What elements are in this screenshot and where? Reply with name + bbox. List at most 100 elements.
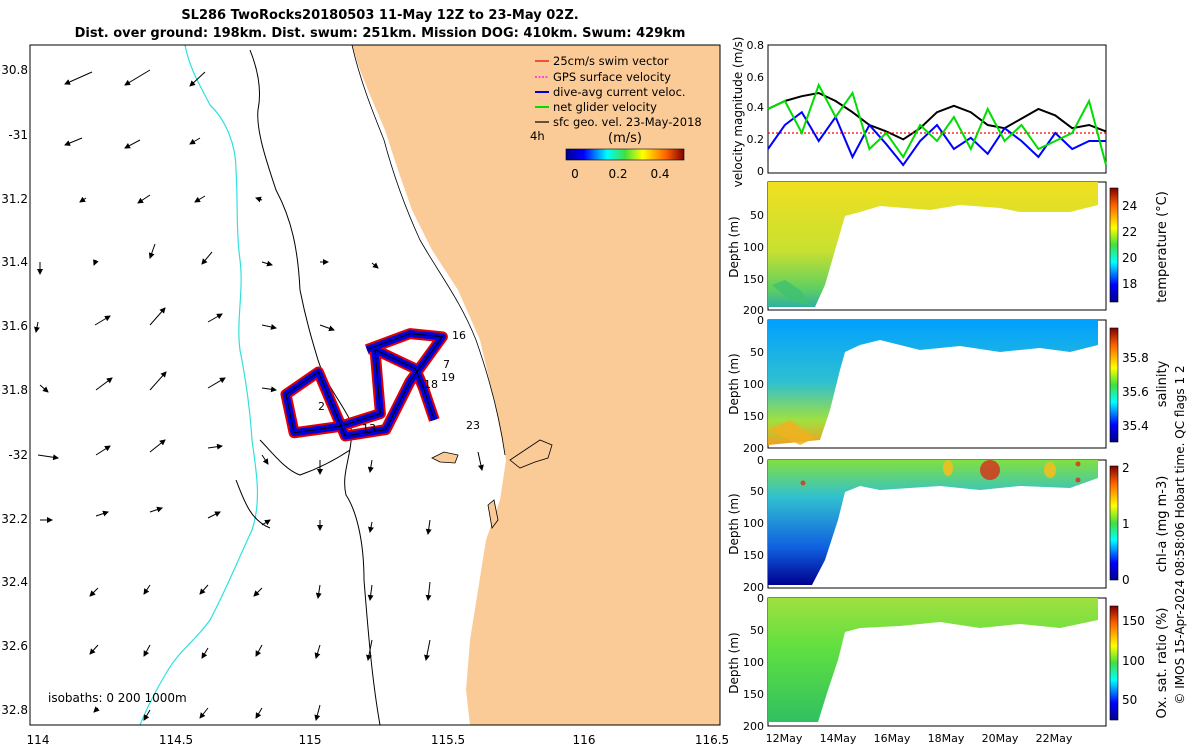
map-y-tick: 30.8 xyxy=(1,63,28,77)
map-y-tick: -31 xyxy=(8,128,28,142)
chart-title-line2: Dist. over ground: 198km. Dist. swum: 25… xyxy=(74,26,686,41)
depth-tick: 100 xyxy=(743,378,764,391)
isobath-label: isobaths: 0 200 1000m xyxy=(48,691,187,705)
cb-tick: 2 xyxy=(1122,461,1130,475)
depth-tick: 100 xyxy=(743,656,764,669)
depth-tick: 200 xyxy=(743,442,764,455)
oxygen-panel: 0 50 100 150 200 Depth (m) 150 100 50 Ox… xyxy=(727,592,1170,745)
vel-y-tick: 0.8 xyxy=(747,39,765,52)
cb-label: salinity xyxy=(1155,360,1170,407)
depth-tick: 50 xyxy=(750,209,764,222)
waypoint-labels: 16 7 19 18 2 13 23 xyxy=(318,329,480,435)
cb-tick: 1 xyxy=(1122,517,1130,531)
cb-tick: 22 xyxy=(1122,225,1137,239)
depth-tick: 200 xyxy=(743,304,764,317)
map-x-ticks: 114 114.5 115 115.5 116 116.5 xyxy=(27,733,730,747)
cb-tick: 35.4 xyxy=(1122,419,1149,433)
map-x-tick: 114.5 xyxy=(159,733,193,747)
date-tick: 22May xyxy=(1036,732,1073,745)
date-tick: 14May xyxy=(820,732,857,745)
depth-tick: 100 xyxy=(743,241,764,254)
land-mass xyxy=(352,45,720,725)
velocity-series-group xyxy=(767,82,1107,167)
chart-title-line1: SL286 TwoRocks20180503 11-May 12Z to 23-… xyxy=(181,8,579,23)
date-tick: 12May xyxy=(766,732,803,745)
chla-panel: 0 50 100 150 200 Depth (m) 2 1 0 chl-a (… xyxy=(727,454,1170,594)
vel-ylabel: velocity magnitude (m/s) xyxy=(731,37,745,188)
colorbar-tick: 0 xyxy=(571,167,579,181)
legend-label: GPS surface velocity xyxy=(553,70,671,84)
depth-tick: 150 xyxy=(743,273,764,286)
depth-tick: 50 xyxy=(750,624,764,637)
depth-tick: 150 xyxy=(743,410,764,423)
map-legend: 25cm/s swim vector GPS surface velocity … xyxy=(530,54,702,143)
depth-label: Depth (m) xyxy=(727,632,741,693)
depth-tick: 50 xyxy=(750,485,764,498)
cb-tick: 50 xyxy=(1122,693,1137,707)
time-label: 4h xyxy=(530,129,545,143)
cb-tick: 24 xyxy=(1122,199,1137,213)
series-line-glider-speed xyxy=(767,82,1107,166)
cb-tick: 18 xyxy=(1122,277,1137,291)
map-x-tick: 116.5 xyxy=(695,733,729,747)
velocity-panel: 0 0.2 0.4 0.6 0.8 velocity magnitude (m/… xyxy=(731,37,1107,188)
current-vector-field xyxy=(34,69,484,721)
cb-tick: 35.8 xyxy=(1122,351,1149,365)
map-y-tick: 32.8 xyxy=(1,703,28,717)
island-small xyxy=(487,499,499,529)
depth-label: Depth (m) xyxy=(727,493,741,554)
map-x-tick: 114 xyxy=(27,733,50,747)
isobath-1000m xyxy=(139,44,259,726)
depth-tick: 100 xyxy=(743,517,764,530)
cb-tick: 20 xyxy=(1122,251,1137,265)
legend-label: net glider velocity xyxy=(553,100,657,114)
waypoint-label: 18 xyxy=(424,378,438,391)
waypoint-label: 19 xyxy=(441,371,455,384)
waypoint-label: 2 xyxy=(318,400,325,413)
vel-y-tick: 0.6 xyxy=(747,71,765,84)
cb-tick: 0 xyxy=(1122,573,1130,587)
speed-colorbar: (m/s) 0 0.2 0.4 xyxy=(565,131,685,181)
isobath-200m-c xyxy=(235,479,271,529)
track-line xyxy=(285,333,443,437)
colorbar-tick: 0.2 xyxy=(608,167,627,181)
waypoint-label: 16 xyxy=(452,329,466,342)
map-y-tick: -32 xyxy=(8,448,28,462)
map-x-tick: 116 xyxy=(573,733,596,747)
temperature-panel: 50 100 150 200 Depth (m) 24 22 20 18 tem… xyxy=(727,181,1170,317)
cb-label: chl-a (mg m-3) xyxy=(1155,476,1170,573)
date-tick: 18May xyxy=(928,732,965,745)
map-y-tick: 32.6 xyxy=(1,639,28,653)
salinity-panel: 0 50 100 150 200 Depth (m) 35.8 35.6 35.… xyxy=(727,314,1170,455)
depth-tick: 200 xyxy=(743,581,764,594)
series-line-current-speed xyxy=(767,110,1106,167)
cb-tick: 35.6 xyxy=(1122,385,1149,399)
depth-tick: 50 xyxy=(750,346,764,359)
island xyxy=(431,451,459,464)
legend-label: sfc geo. vel. 23-May-2018 xyxy=(553,115,702,129)
date-tick: 20May xyxy=(982,732,1019,745)
map-y-tick: 31.2 xyxy=(1,192,28,206)
map-frame xyxy=(29,44,721,726)
map-y-tick: 32.4 xyxy=(1,575,28,589)
date-tick: 16May xyxy=(874,732,911,745)
waypoint-label: 23 xyxy=(466,419,480,432)
cb-label: temperature (°C) xyxy=(1155,191,1170,303)
waypoint-label: 7 xyxy=(443,358,450,371)
waypoint-label: 13 xyxy=(362,422,376,435)
colorbar-title: (m/s) xyxy=(608,131,642,146)
cb-tick: 150 xyxy=(1122,614,1145,628)
map-y-tick: 32.2 xyxy=(1,512,28,526)
map-y-tick: 31.8 xyxy=(1,383,28,397)
depth-label: Depth (m) xyxy=(727,216,741,277)
vel-y-tick: 0 xyxy=(757,165,764,178)
depth-tick: 150 xyxy=(743,688,764,701)
depth-tick: 150 xyxy=(743,549,764,562)
map-y-tick: 31.4 xyxy=(1,255,28,269)
map-x-tick: 115 xyxy=(299,733,322,747)
cb-tick: 100 xyxy=(1122,654,1145,668)
legend-label: 25cm/s swim vector xyxy=(553,54,669,68)
depth-label: Depth (m) xyxy=(727,353,741,414)
vel-y-tick: 0.4 xyxy=(747,101,765,114)
